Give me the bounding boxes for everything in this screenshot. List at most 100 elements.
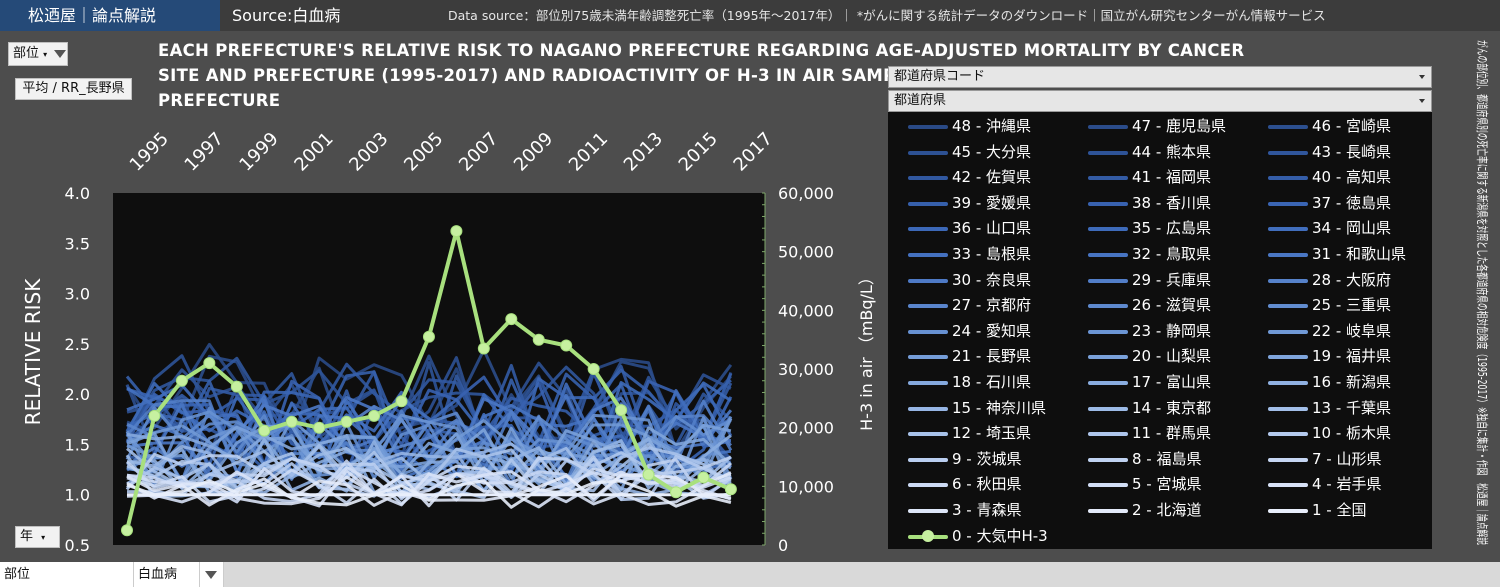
x-tick-label: 1997 bbox=[181, 128, 228, 175]
h3-point bbox=[532, 333, 545, 346]
legend-label: 31 - 和歌山県 bbox=[1312, 245, 1407, 263]
legend-swatch bbox=[1088, 432, 1128, 437]
legend-label: 5 - 宮城県 bbox=[1132, 475, 1202, 494]
dropdown-arrow-icon bbox=[1419, 99, 1425, 103]
x-tick-label: 2003 bbox=[345, 128, 392, 175]
legend-label: 0 - 大気中H-3 bbox=[952, 526, 1048, 545]
legend-label: 8 - 福島県 bbox=[1132, 449, 1202, 468]
x-tick-label: 2013 bbox=[620, 128, 667, 175]
series-line-pref-25 bbox=[125, 413, 733, 489]
legend-swatch bbox=[908, 227, 948, 232]
legend-label: 2 - 北海道 bbox=[1132, 501, 1202, 519]
dropdown-arrow-icon: ▾ bbox=[41, 533, 46, 542]
y2-tick-label: 20,000 bbox=[778, 419, 834, 438]
series-line-pref-21 bbox=[126, 406, 732, 486]
legend: 48 - 沖縄県 47 - 鹿児島県 46 - 宮崎県 45 - 大分県 44 - 熊本… bbox=[888, 112, 1432, 549]
bottom-bar: 部位 白血病 bbox=[0, 562, 1500, 587]
legend-label: 6 - 秋田県 bbox=[952, 475, 1022, 494]
field-value-cell[interactable]: 白血病 bbox=[134, 562, 200, 587]
legend-swatch bbox=[1088, 355, 1128, 360]
legend-swatch bbox=[1268, 125, 1308, 129]
legend-swatch bbox=[908, 509, 948, 513]
legend-swatch bbox=[1088, 125, 1128, 129]
legend-swatch bbox=[1268, 176, 1308, 181]
legend-swatch bbox=[1268, 381, 1308, 385]
legend-swatch bbox=[908, 125, 948, 129]
site-filter-button[interactable]: 部位 ▾ bbox=[8, 42, 68, 66]
legend-label: 39 - 愛媛県 bbox=[952, 193, 1032, 212]
legend-label: 15 - 神奈川県 bbox=[952, 398, 1047, 417]
legend-swatch bbox=[908, 176, 948, 181]
legend-swatch bbox=[1088, 150, 1128, 155]
legend-swatch bbox=[908, 278, 948, 283]
funnel-icon bbox=[54, 49, 67, 58]
legend-swatch bbox=[1268, 329, 1308, 334]
legend-label: 43 - 長崎県 bbox=[1312, 142, 1392, 161]
y-tick-label: 4.0 bbox=[65, 184, 90, 203]
legend-swatch bbox=[908, 150, 948, 155]
legend-label: 30 - 奈良県 bbox=[952, 270, 1032, 289]
legend-label: 19 - 福井県 bbox=[1312, 347, 1392, 366]
field-name-cell: 部位 bbox=[0, 562, 134, 587]
h3-point bbox=[450, 225, 463, 238]
y2-tick-label: 30,000 bbox=[778, 360, 834, 379]
legend-swatch bbox=[1268, 432, 1308, 437]
legend-swatch bbox=[908, 355, 948, 360]
pref-code-dropdown[interactable]: 都道府県コード bbox=[888, 66, 1432, 88]
legend-swatch bbox=[1268, 253, 1308, 257]
legend-swatch bbox=[1088, 381, 1128, 385]
y2-tick-label: 40,000 bbox=[778, 301, 834, 320]
legend-label: 13 - 千葉県 bbox=[1312, 398, 1392, 417]
pref-dropdown-label: 都道府県 bbox=[894, 93, 947, 108]
legend-label: 22 - 岐阜県 bbox=[1312, 321, 1392, 340]
year-filter-button[interactable]: 年 ▾ bbox=[15, 526, 60, 548]
brand-label: 松迺屋｜論点解説 bbox=[0, 0, 220, 31]
legend-label: 48 - 沖縄県 bbox=[952, 117, 1032, 135]
legend-swatch bbox=[1088, 329, 1128, 334]
h3-point bbox=[203, 357, 216, 370]
pref-code-dropdown-label: 都道府県コード bbox=[894, 69, 986, 84]
legend-label: 35 - 広島県 bbox=[1132, 219, 1212, 238]
h3-point bbox=[258, 424, 271, 437]
legend-swatch bbox=[908, 201, 948, 206]
x-tick-label: 2017 bbox=[730, 128, 777, 175]
h3-point bbox=[395, 395, 408, 408]
legend-swatch bbox=[1268, 483, 1308, 488]
legend-swatch bbox=[1268, 304, 1308, 309]
legend-label: 18 - 石川県 bbox=[952, 373, 1032, 391]
average-rr-label: 平均 / RR_長野県 bbox=[22, 81, 125, 96]
y-tick-label: 3.0 bbox=[65, 285, 90, 304]
y-tick-label: 2.0 bbox=[65, 385, 90, 404]
legend-swatch bbox=[908, 483, 948, 488]
y2-axis-label: H-3 in air （mBq/L） bbox=[857, 269, 876, 431]
legend-swatch bbox=[908, 253, 948, 257]
legend-label: 3 - 青森県 bbox=[952, 501, 1022, 519]
average-rr-button[interactable]: 平均 / RR_長野県 bbox=[15, 78, 132, 100]
legend-label: 28 - 大阪府 bbox=[1312, 270, 1392, 289]
x-tick-label: 2005 bbox=[400, 128, 447, 175]
legend-label: 26 - 滋賀県 bbox=[1132, 296, 1212, 315]
legend-swatch bbox=[1088, 201, 1128, 206]
legend-swatch bbox=[1268, 406, 1308, 411]
legend-label: 21 - 長野県 bbox=[952, 347, 1032, 366]
legend-swatch bbox=[1088, 253, 1128, 257]
legend-label: 34 - 岡山県 bbox=[1312, 219, 1392, 238]
legend-label: 23 - 静岡県 bbox=[1132, 321, 1212, 340]
legend-swatch bbox=[908, 432, 948, 437]
legend-label: 42 - 佐賀県 bbox=[952, 168, 1032, 187]
h3-point bbox=[670, 486, 682, 499]
legend-swatch bbox=[1268, 227, 1308, 232]
source-label: Source:白血病 bbox=[232, 6, 341, 25]
legend-label: 14 - 東京都 bbox=[1132, 398, 1212, 417]
legend-label: 36 - 山口県 bbox=[952, 219, 1032, 238]
field-filter-button[interactable] bbox=[200, 562, 224, 587]
series-line-pref-33 bbox=[126, 442, 732, 497]
pref-dropdown[interactable]: 都道府県 bbox=[888, 90, 1432, 112]
legend-swatch bbox=[1268, 201, 1308, 206]
legend-swatch bbox=[1268, 278, 1308, 283]
year-filter-label: 年 bbox=[20, 529, 34, 544]
legend-swatch bbox=[1088, 304, 1128, 309]
legend-swatch bbox=[1268, 457, 1308, 462]
x-tick-label: 2015 bbox=[675, 128, 722, 175]
h3-point bbox=[560, 339, 573, 352]
